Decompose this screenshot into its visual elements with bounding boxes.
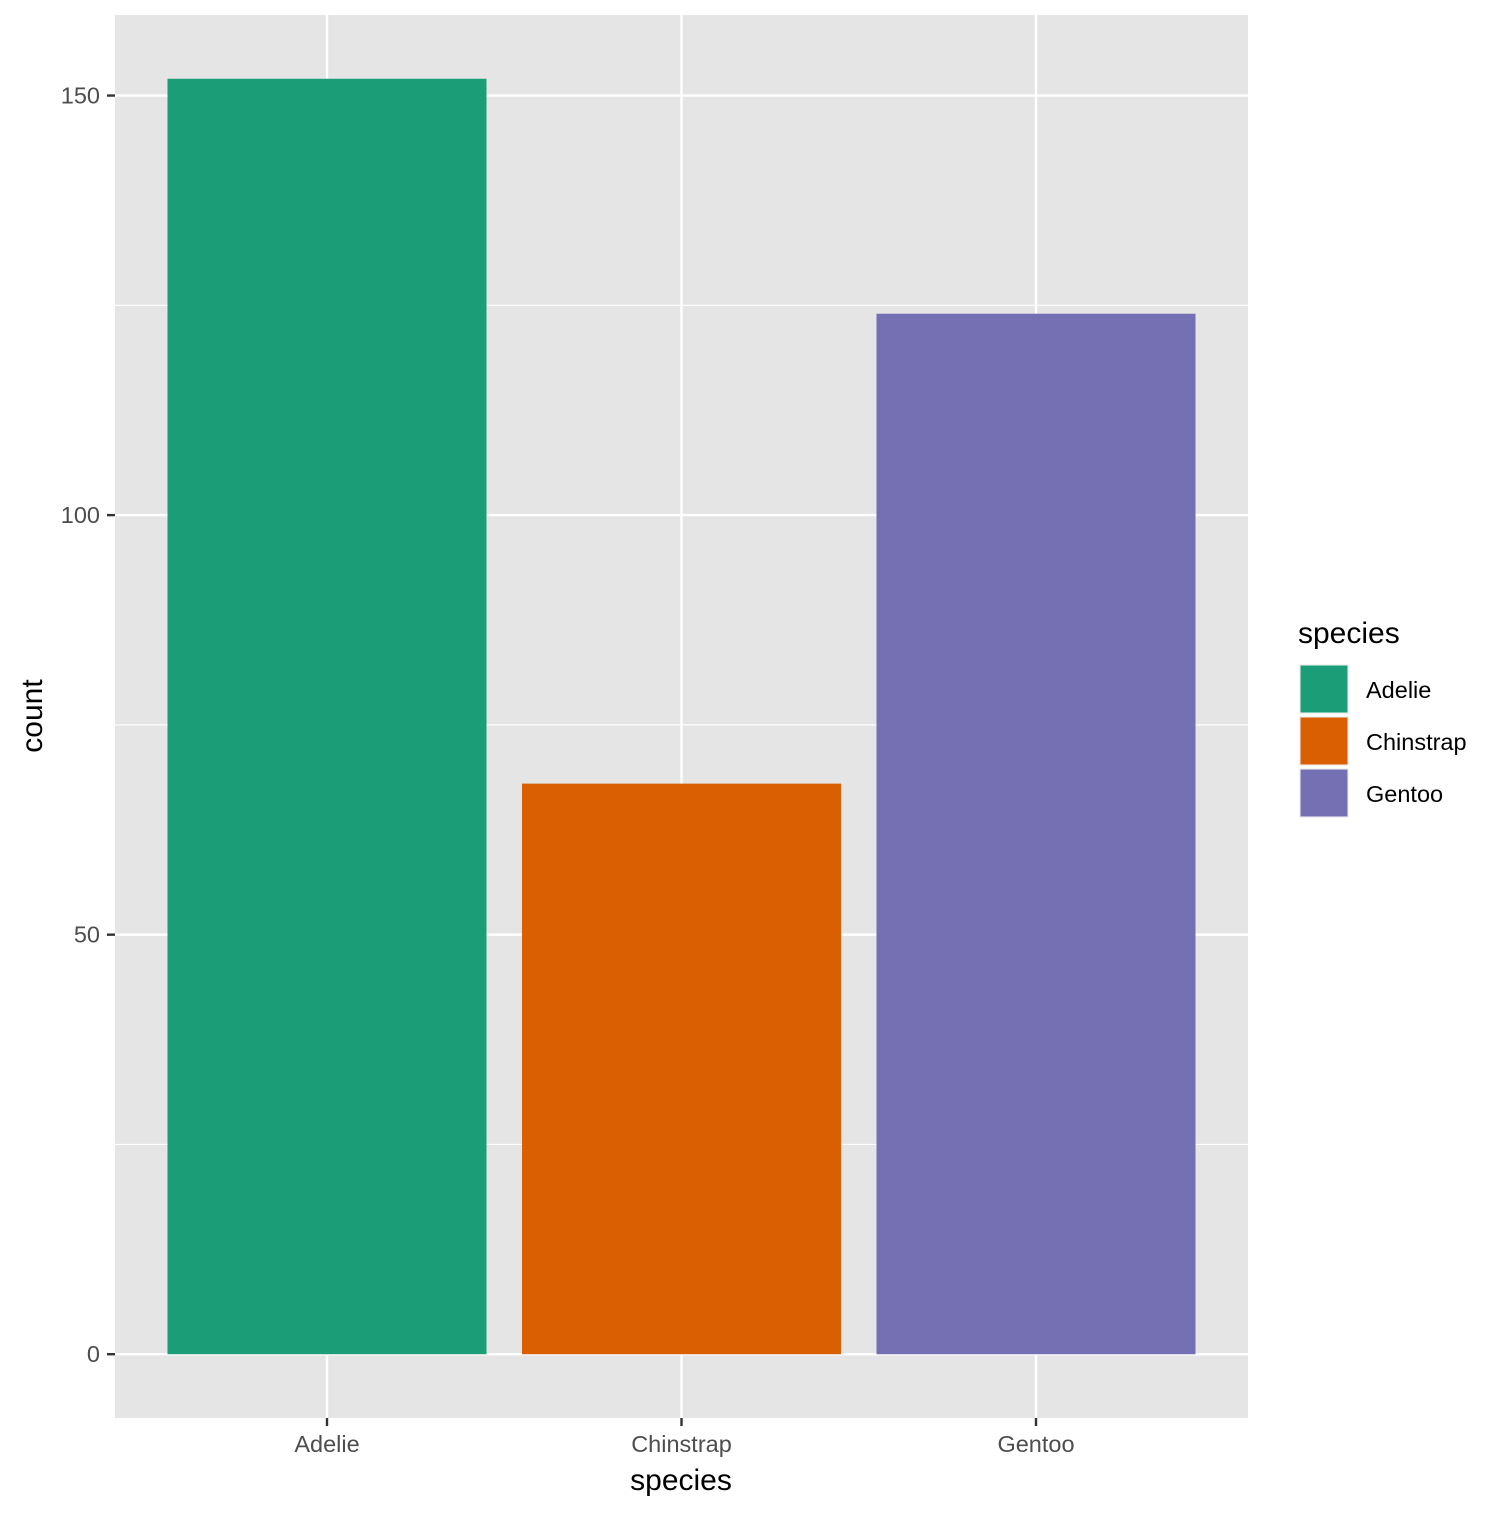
x-axis-title: species <box>630 1464 732 1497</box>
y-tick-label: 0 <box>87 1341 100 1367</box>
legend-swatch-chinstrap <box>1300 717 1348 765</box>
legend-title: species <box>1298 617 1400 650</box>
bar-adelie <box>167 78 487 1355</box>
y-tick-label: 150 <box>61 83 100 109</box>
legend: species Adelie Chinstrap Gentoo <box>1298 617 1467 818</box>
bar-gentoo <box>876 313 1196 1355</box>
x-tick-label: Gentoo <box>997 1431 1074 1457</box>
legend-label: Chinstrap <box>1366 729 1467 755</box>
y-axis-title: count <box>16 679 49 753</box>
legend-items: Adelie Chinstrap Gentoo <box>1299 664 1467 818</box>
bars <box>167 78 1196 1355</box>
x-tick-label: Adelie <box>294 1431 359 1457</box>
x-tick-label: Chinstrap <box>631 1431 732 1457</box>
legend-swatch-adelie <box>1300 665 1348 713</box>
bar-chinstrap <box>522 783 841 1355</box>
y-axis: 0 50 100 150 <box>61 83 115 1367</box>
y-tick-label: 50 <box>74 922 100 948</box>
x-axis: Adelie Chinstrap Gentoo <box>294 1418 1075 1457</box>
legend-label: Gentoo <box>1366 781 1443 807</box>
legend-label: Adelie <box>1366 677 1431 703</box>
legend-swatch-gentoo <box>1300 769 1348 817</box>
y-tick-label: 100 <box>61 502 100 528</box>
